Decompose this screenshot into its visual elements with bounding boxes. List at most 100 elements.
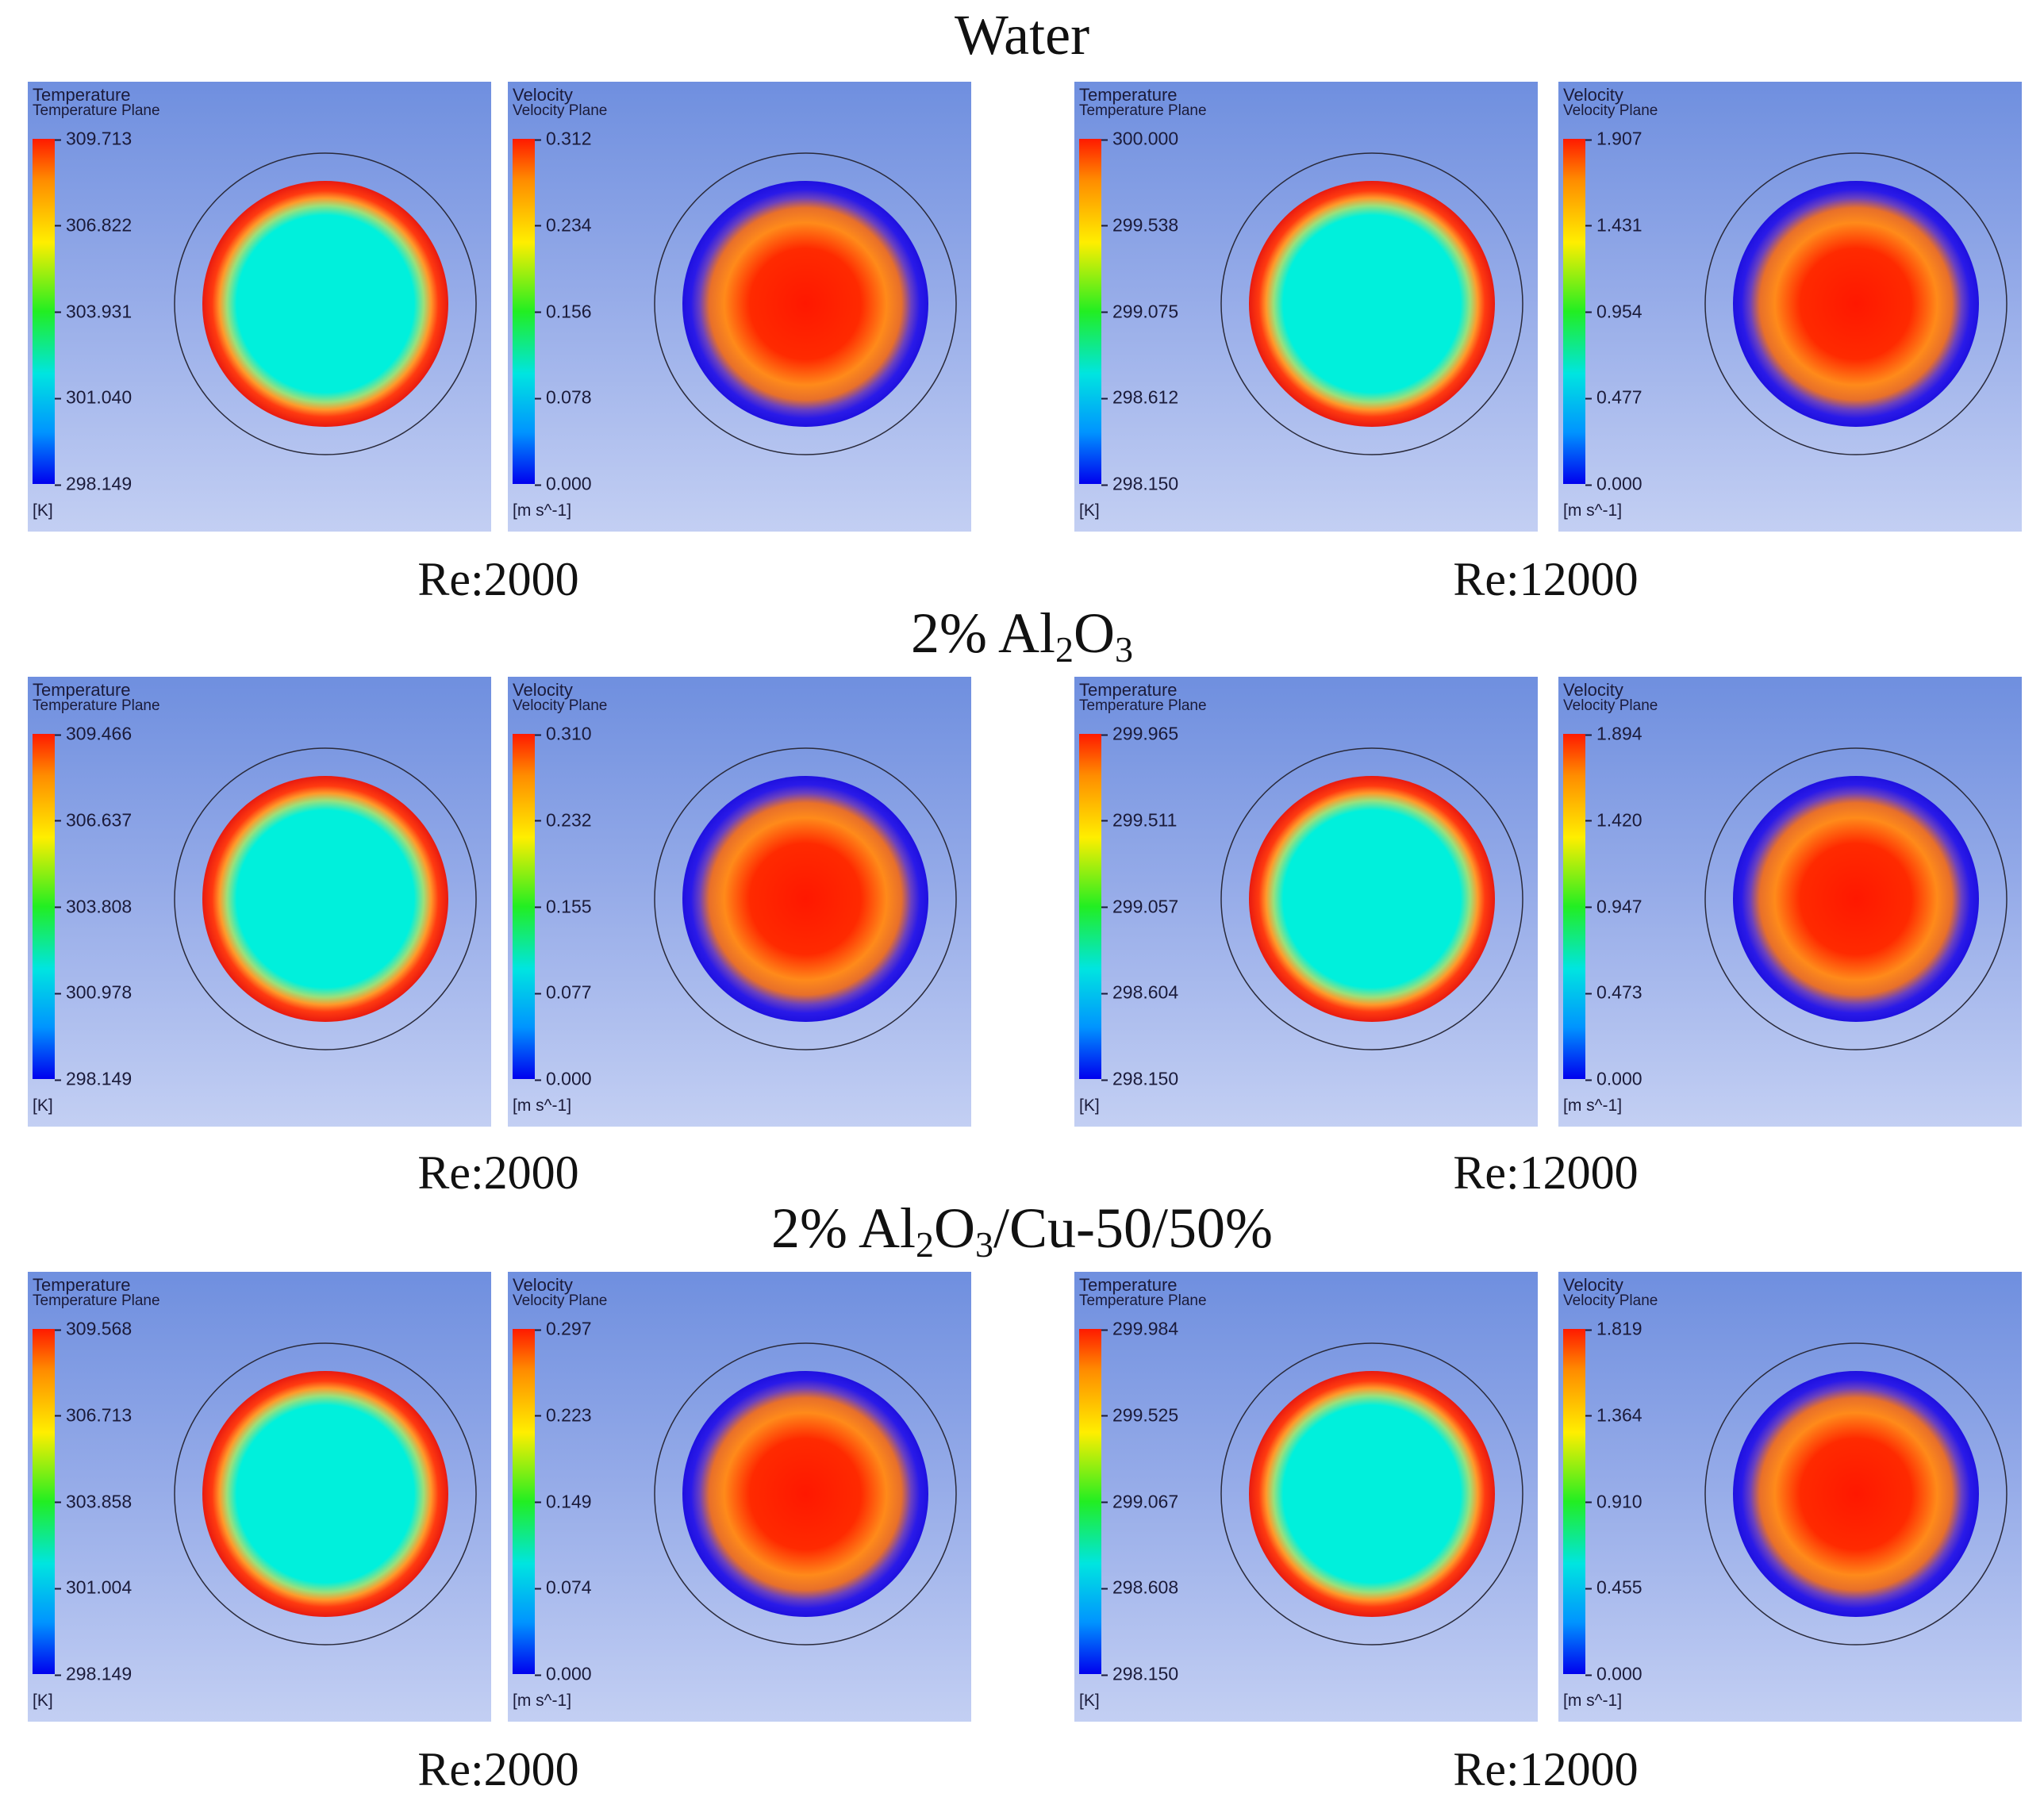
colorbar-unit: [K]: [33, 1692, 53, 1710]
pipe-outer-wall: [1704, 747, 2008, 1050]
velocity-contour-panel: Velocity Velocity Plane 1.907 1.431 0.954 0.4…: [1558, 82, 2022, 532]
colorbar-tick-label: 300.000: [1101, 128, 1179, 149]
colorbar-tick-label: 299.538: [1101, 214, 1179, 236]
temperature-contour-panel: Temperature Temperature Plane 309.568 306.7…: [28, 1272, 491, 1722]
temperature-field-disk: [202, 776, 448, 1022]
velocity-field-disk: [1733, 181, 1979, 427]
title-subscript: 3: [975, 1224, 994, 1265]
colorbar-tick-label: 303.808: [54, 896, 133, 916]
legend-plane: Velocity Plane: [1563, 697, 1658, 714]
legend-variable: Temperature: [1079, 85, 1178, 105]
legend-variable: Temperature: [33, 85, 131, 105]
colorbar-tick-label: 298.612: [1101, 386, 1179, 408]
colorbar-tick-label: 0.477: [1585, 386, 1642, 408]
colorbar-tick-label: 298.149: [54, 1663, 133, 1684]
title-part: 2% Al: [910, 601, 1055, 665]
colorbar-unit: [m s^-1]: [1563, 1692, 1623, 1710]
colorbar-tick-label: 303.858: [54, 1491, 133, 1511]
pipe-outer-wall: [1704, 1342, 2008, 1645]
colorbar-tick-label: 0.078: [535, 386, 592, 408]
legend-title: Temperature Temperature Plane: [33, 680, 160, 714]
pipe-outer-wall: [654, 1342, 957, 1645]
temperature-contour-panel: Temperature Temperature Plane 300.000 299.5…: [1074, 82, 1538, 532]
pipe-outer-wall: [1220, 152, 1523, 455]
pipe-outer-wall: [1220, 1342, 1523, 1645]
temperature-contour-plot: [1220, 152, 1523, 455]
colorbar-tick-label: 0.310: [535, 723, 592, 744]
legend-plane: Temperature Plane: [33, 697, 160, 714]
legend-title: Velocity Velocity Plane: [1563, 682, 1658, 714]
colorbar-tick-label: 1.894: [1585, 723, 1642, 744]
colorbar-tick-label: 1.819: [1585, 1318, 1642, 1339]
temperature-contour-plot: [174, 152, 477, 455]
temperature-contour-panel: Temperature Temperature Plane 299.965 299.5…: [1074, 677, 1538, 1127]
colorbar-tick-label: 1.431: [1585, 214, 1642, 236]
legend-plane: Temperature Plane: [33, 102, 160, 119]
legend-variable: Velocity: [1563, 85, 1623, 105]
re-label-left: Re:2000: [417, 553, 579, 605]
section-title-al2o3: 2% Al2O3: [0, 605, 2044, 668]
colorbar-unit: [m s^-1]: [513, 1692, 572, 1710]
title-part: 2% Al: [771, 1196, 916, 1260]
pipe-outer-wall: [654, 152, 957, 455]
velocity-contour-panel: Velocity Velocity Plane 0.297 0.223 0.149 0.0…: [508, 1272, 971, 1722]
temperature-field-disk: [1249, 181, 1495, 427]
velocity-contour-plot: [654, 1342, 957, 1645]
temperature-field-disk: [202, 1371, 448, 1617]
legend-variable: Temperature: [1079, 680, 1178, 700]
legend-variable: Temperature: [33, 680, 131, 700]
colorbar-tick-label: 309.466: [54, 723, 133, 744]
colorbar-tick-label: 299.525: [1101, 1404, 1179, 1426]
pipe-outer-wall: [1704, 152, 2008, 455]
legend-title: Temperature Temperature Plane: [1079, 85, 1207, 119]
legend-title: Velocity Velocity Plane: [1563, 1275, 1658, 1309]
colorbar-tick-label: 0.223: [535, 1404, 592, 1426]
colorbar-tick-label: 306.713: [54, 1404, 133, 1426]
colorbar-tick-label: 0.473: [1585, 981, 1642, 1003]
velocity-contour-plot: [654, 152, 957, 455]
velocity-field-disk: [1733, 776, 1979, 1022]
colorbar: [1079, 139, 1101, 484]
title-part: /Cu-50/50%: [993, 1196, 1273, 1260]
colorbar-unit: [K]: [1079, 501, 1100, 520]
pipe-outer-wall: [174, 1342, 477, 1645]
legend-variable: Velocity: [1563, 1275, 1623, 1295]
legend-title: Velocity Velocity Plane: [1563, 85, 1658, 119]
colorbar: [1079, 734, 1101, 1079]
colorbar-unit: [m s^-1]: [513, 501, 572, 520]
velocity-field-disk: [682, 181, 928, 427]
temperature-contour-plot: [174, 747, 477, 1050]
legend-plane: Velocity Plane: [513, 1292, 608, 1309]
colorbar-unit: [K]: [1079, 1096, 1100, 1115]
colorbar: [1079, 1329, 1101, 1674]
colorbar-tick-label: 0.234: [535, 214, 592, 236]
colorbar-tick-label: 298.149: [54, 1068, 133, 1089]
title-part: O: [934, 1196, 976, 1260]
legend-variable: Velocity: [513, 1275, 573, 1295]
colorbar: [513, 734, 535, 1079]
colorbar: [513, 1329, 535, 1674]
colorbar-tick-label: 299.057: [1101, 896, 1179, 916]
colorbar-tick-label: 298.149: [54, 473, 133, 494]
temperature-field-disk: [1249, 776, 1495, 1022]
colorbar-tick-label: 0.149: [535, 1491, 592, 1511]
colorbar-tick-label: 0.232: [535, 809, 592, 831]
pipe-outer-wall: [174, 152, 477, 455]
colorbar-tick-label: 0.077: [535, 981, 592, 1003]
re-label-right: Re:12000: [1453, 553, 1639, 605]
velocity-contour-panel: Velocity Velocity Plane 1.894 1.420 0.947 0.4…: [1558, 677, 2022, 1127]
colorbar-tick-label: 298.604: [1101, 981, 1179, 1003]
legend-plane: Velocity Plane: [513, 697, 608, 714]
colorbar-unit: [m s^-1]: [1563, 501, 1623, 520]
colorbar-tick-label: 306.637: [54, 809, 133, 831]
colorbar-unit: [m s^-1]: [513, 1096, 572, 1115]
legend-title: Temperature Temperature Plane: [1079, 680, 1207, 714]
colorbar-tick-label: 0.297: [535, 1318, 592, 1339]
colorbar-tick-label: 299.984: [1101, 1318, 1179, 1339]
colorbar: [1563, 734, 1585, 1079]
colorbar-unit: [K]: [33, 1096, 53, 1115]
legend-plane: Velocity Plane: [1563, 1292, 1658, 1309]
colorbar-tick-label: 299.965: [1101, 723, 1179, 744]
colorbar-tick-label: 309.568: [54, 1318, 133, 1339]
temperature-field-disk: [202, 181, 448, 427]
